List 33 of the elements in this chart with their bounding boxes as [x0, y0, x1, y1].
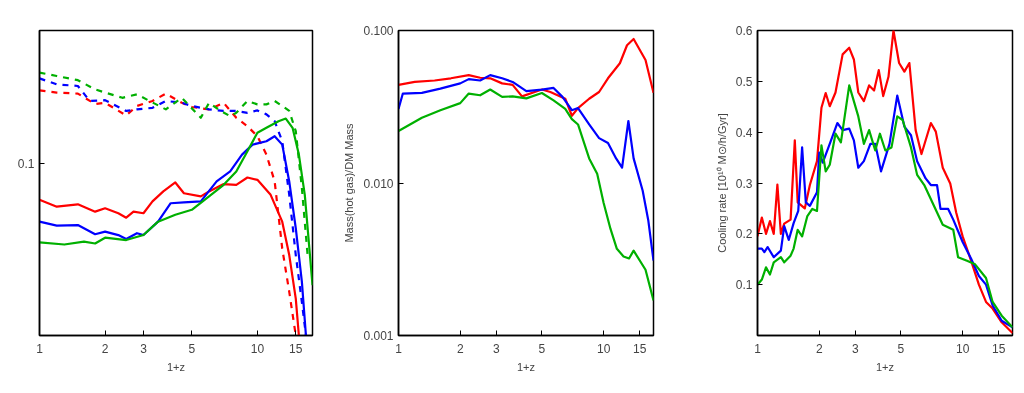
x-tick-label: 15 — [633, 341, 647, 356]
x-tick-label: 5 — [897, 341, 905, 356]
y-tick-label: 0.4 — [735, 125, 753, 140]
x-tick-label: 2 — [456, 341, 464, 356]
x-tick-label: 15 — [289, 341, 303, 356]
y-tick-label: 0.5 — [735, 74, 753, 89]
x-tick-label: 2 — [815, 341, 823, 356]
x-axis-title: 1+z — [166, 360, 186, 373]
x-tick-label: 10 — [596, 341, 611, 356]
x-tick-label: 3 — [140, 341, 148, 356]
y-tick-label: 0.001 — [363, 329, 394, 343]
y-tick-label: 0.010 — [363, 176, 394, 191]
x-tick-label: 3 — [852, 341, 860, 356]
x-tick-label: 3 — [493, 341, 501, 356]
y-tick-label: 0.3 — [735, 176, 753, 191]
y-axis-title: Mass(hot gas)/DM Mass — [343, 122, 356, 243]
x-tick-label: 1 — [395, 341, 403, 356]
x-axis-title: 1+z — [875, 360, 895, 373]
y-tick-label: 0.100 — [363, 24, 394, 38]
x-tick-label: 5 — [188, 341, 196, 356]
x-axis-title: 1+z — [516, 360, 536, 373]
x-tick-label: 1 — [754, 341, 762, 356]
x-tick-label: 5 — [538, 341, 546, 356]
x-tick-label: 2 — [101, 341, 109, 356]
x-tick-label: 15 — [992, 341, 1006, 356]
x-tick-label: 1 — [36, 341, 44, 356]
x-tick-label: 10 — [955, 341, 970, 356]
text: 0.1 — [17, 156, 35, 171]
y-axis-title: Cooling rate [10¹⁰ M⊙/h/Gyr] — [715, 113, 728, 253]
y-tick-label: 0.6 — [735, 24, 753, 38]
y-tick-label: 0.1 — [735, 278, 753, 293]
y-tick-label: 0.2 — [735, 227, 753, 242]
x-tick-label: 10 — [250, 341, 265, 356]
